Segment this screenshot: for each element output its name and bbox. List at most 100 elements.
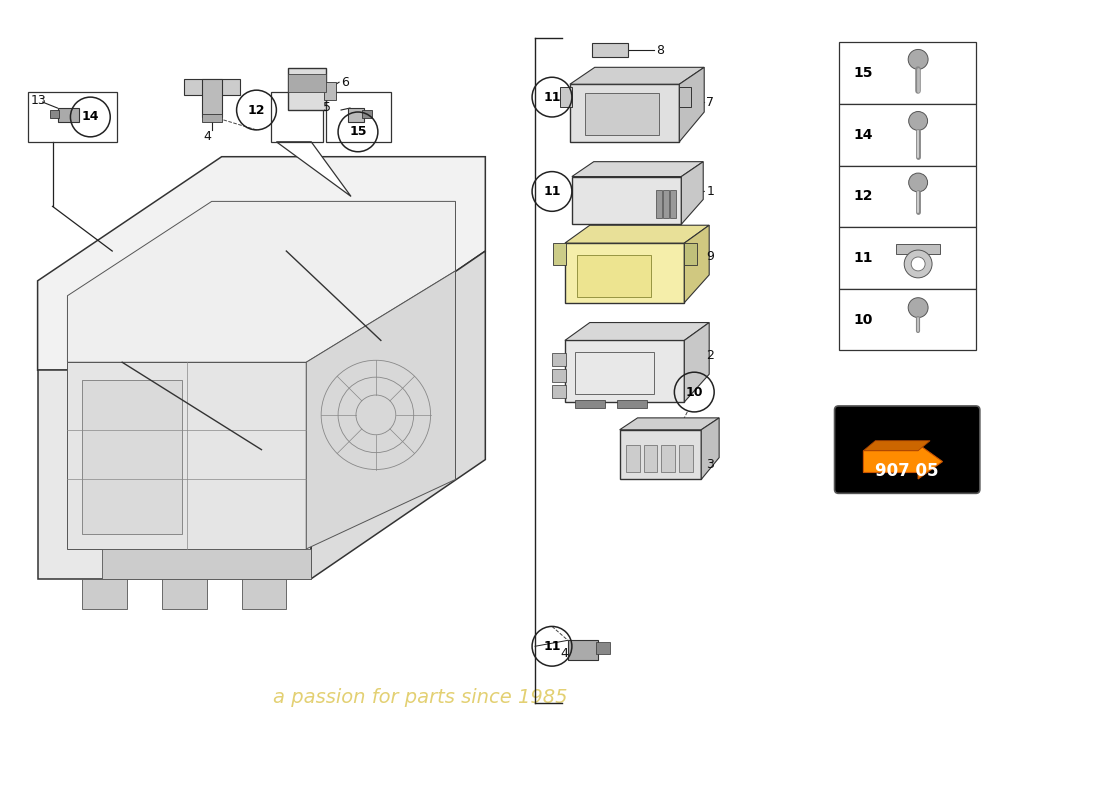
Text: 12: 12 [854, 190, 873, 203]
Polygon shape [67, 362, 306, 549]
Polygon shape [311, 251, 485, 578]
Polygon shape [162, 578, 207, 609]
Bar [684, 243, 697, 265]
Text: 11: 11 [543, 90, 561, 104]
Polygon shape [684, 322, 710, 402]
Text: 11: 11 [543, 640, 561, 653]
Bar [626, 445, 639, 473]
Circle shape [909, 111, 927, 130]
Bar [568, 640, 597, 660]
Bar [570, 84, 680, 142]
Bar [663, 190, 670, 218]
Text: eurocarparts: eurocarparts [72, 251, 491, 450]
Text: 4: 4 [560, 646, 568, 660]
Text: 14: 14 [81, 110, 99, 123]
Bar [592, 43, 628, 58]
Bar [57, 108, 79, 122]
Text: 6: 6 [341, 76, 349, 89]
Bar [553, 243, 565, 265]
Polygon shape [680, 67, 704, 142]
Text: 4: 4 [204, 130, 211, 143]
Circle shape [909, 298, 928, 318]
Bar [644, 445, 658, 473]
Circle shape [909, 173, 927, 192]
Polygon shape [37, 157, 485, 370]
Text: 10: 10 [685, 386, 703, 398]
Bar [201, 114, 222, 122]
Text: 13: 13 [31, 94, 46, 106]
Bar [50, 110, 59, 118]
Bar [670, 190, 676, 218]
Polygon shape [864, 444, 943, 479]
Polygon shape [565, 322, 710, 341]
Polygon shape [67, 202, 455, 362]
Bar [201, 79, 222, 117]
Bar [838, 104, 976, 166]
Text: 7: 7 [706, 95, 714, 109]
Bar [619, 430, 701, 479]
Bar [680, 87, 691, 107]
Text: 10: 10 [854, 313, 872, 326]
Text: 11: 11 [854, 251, 873, 265]
Polygon shape [864, 441, 931, 450]
Circle shape [909, 50, 928, 70]
Bar [572, 177, 681, 224]
Bar [838, 227, 976, 289]
Circle shape [904, 250, 932, 278]
Polygon shape [306, 271, 455, 549]
Polygon shape [619, 418, 719, 430]
Text: 9: 9 [706, 250, 714, 262]
Text: 3: 3 [706, 458, 714, 471]
Bar [680, 445, 693, 473]
Bar [838, 166, 976, 227]
Circle shape [911, 257, 925, 271]
Bar [326, 92, 390, 142]
Text: 8: 8 [657, 44, 664, 57]
Text: 15: 15 [854, 66, 873, 80]
Bar [576, 255, 651, 297]
Bar [288, 68, 326, 110]
Polygon shape [276, 142, 351, 197]
Bar [575, 400, 605, 408]
Text: 15: 15 [349, 126, 366, 138]
Bar [324, 82, 337, 100]
Polygon shape [82, 578, 128, 609]
Bar [838, 289, 976, 350]
Polygon shape [701, 418, 719, 479]
Text: 2: 2 [706, 349, 714, 362]
Bar [565, 341, 684, 402]
Polygon shape [102, 549, 311, 578]
Polygon shape [684, 226, 710, 302]
Bar [657, 190, 662, 218]
Polygon shape [565, 226, 710, 243]
Text: 11: 11 [543, 185, 561, 198]
Polygon shape [572, 162, 703, 177]
Bar [560, 87, 572, 107]
Bar [362, 110, 372, 118]
Bar [617, 400, 647, 408]
Text: 12: 12 [248, 103, 265, 117]
Text: 907 05: 907 05 [876, 462, 939, 481]
Bar [184, 79, 240, 95]
Bar [838, 42, 976, 104]
Polygon shape [570, 67, 704, 84]
Bar [552, 385, 565, 398]
Polygon shape [242, 578, 286, 609]
Bar [565, 243, 684, 302]
Text: 5: 5 [323, 101, 331, 114]
Polygon shape [82, 380, 182, 534]
FancyBboxPatch shape [835, 406, 980, 494]
Text: 14: 14 [854, 128, 873, 142]
Bar [272, 92, 323, 142]
Bar [348, 108, 364, 122]
Bar [596, 642, 609, 654]
Bar [552, 370, 565, 382]
Bar [552, 354, 565, 366]
Bar [575, 352, 654, 394]
Bar [28, 92, 118, 142]
Bar [661, 445, 675, 473]
Bar [288, 74, 326, 92]
Text: a passion for parts since 1985: a passion for parts since 1985 [274, 689, 568, 707]
Bar [896, 244, 940, 254]
Polygon shape [37, 370, 311, 578]
